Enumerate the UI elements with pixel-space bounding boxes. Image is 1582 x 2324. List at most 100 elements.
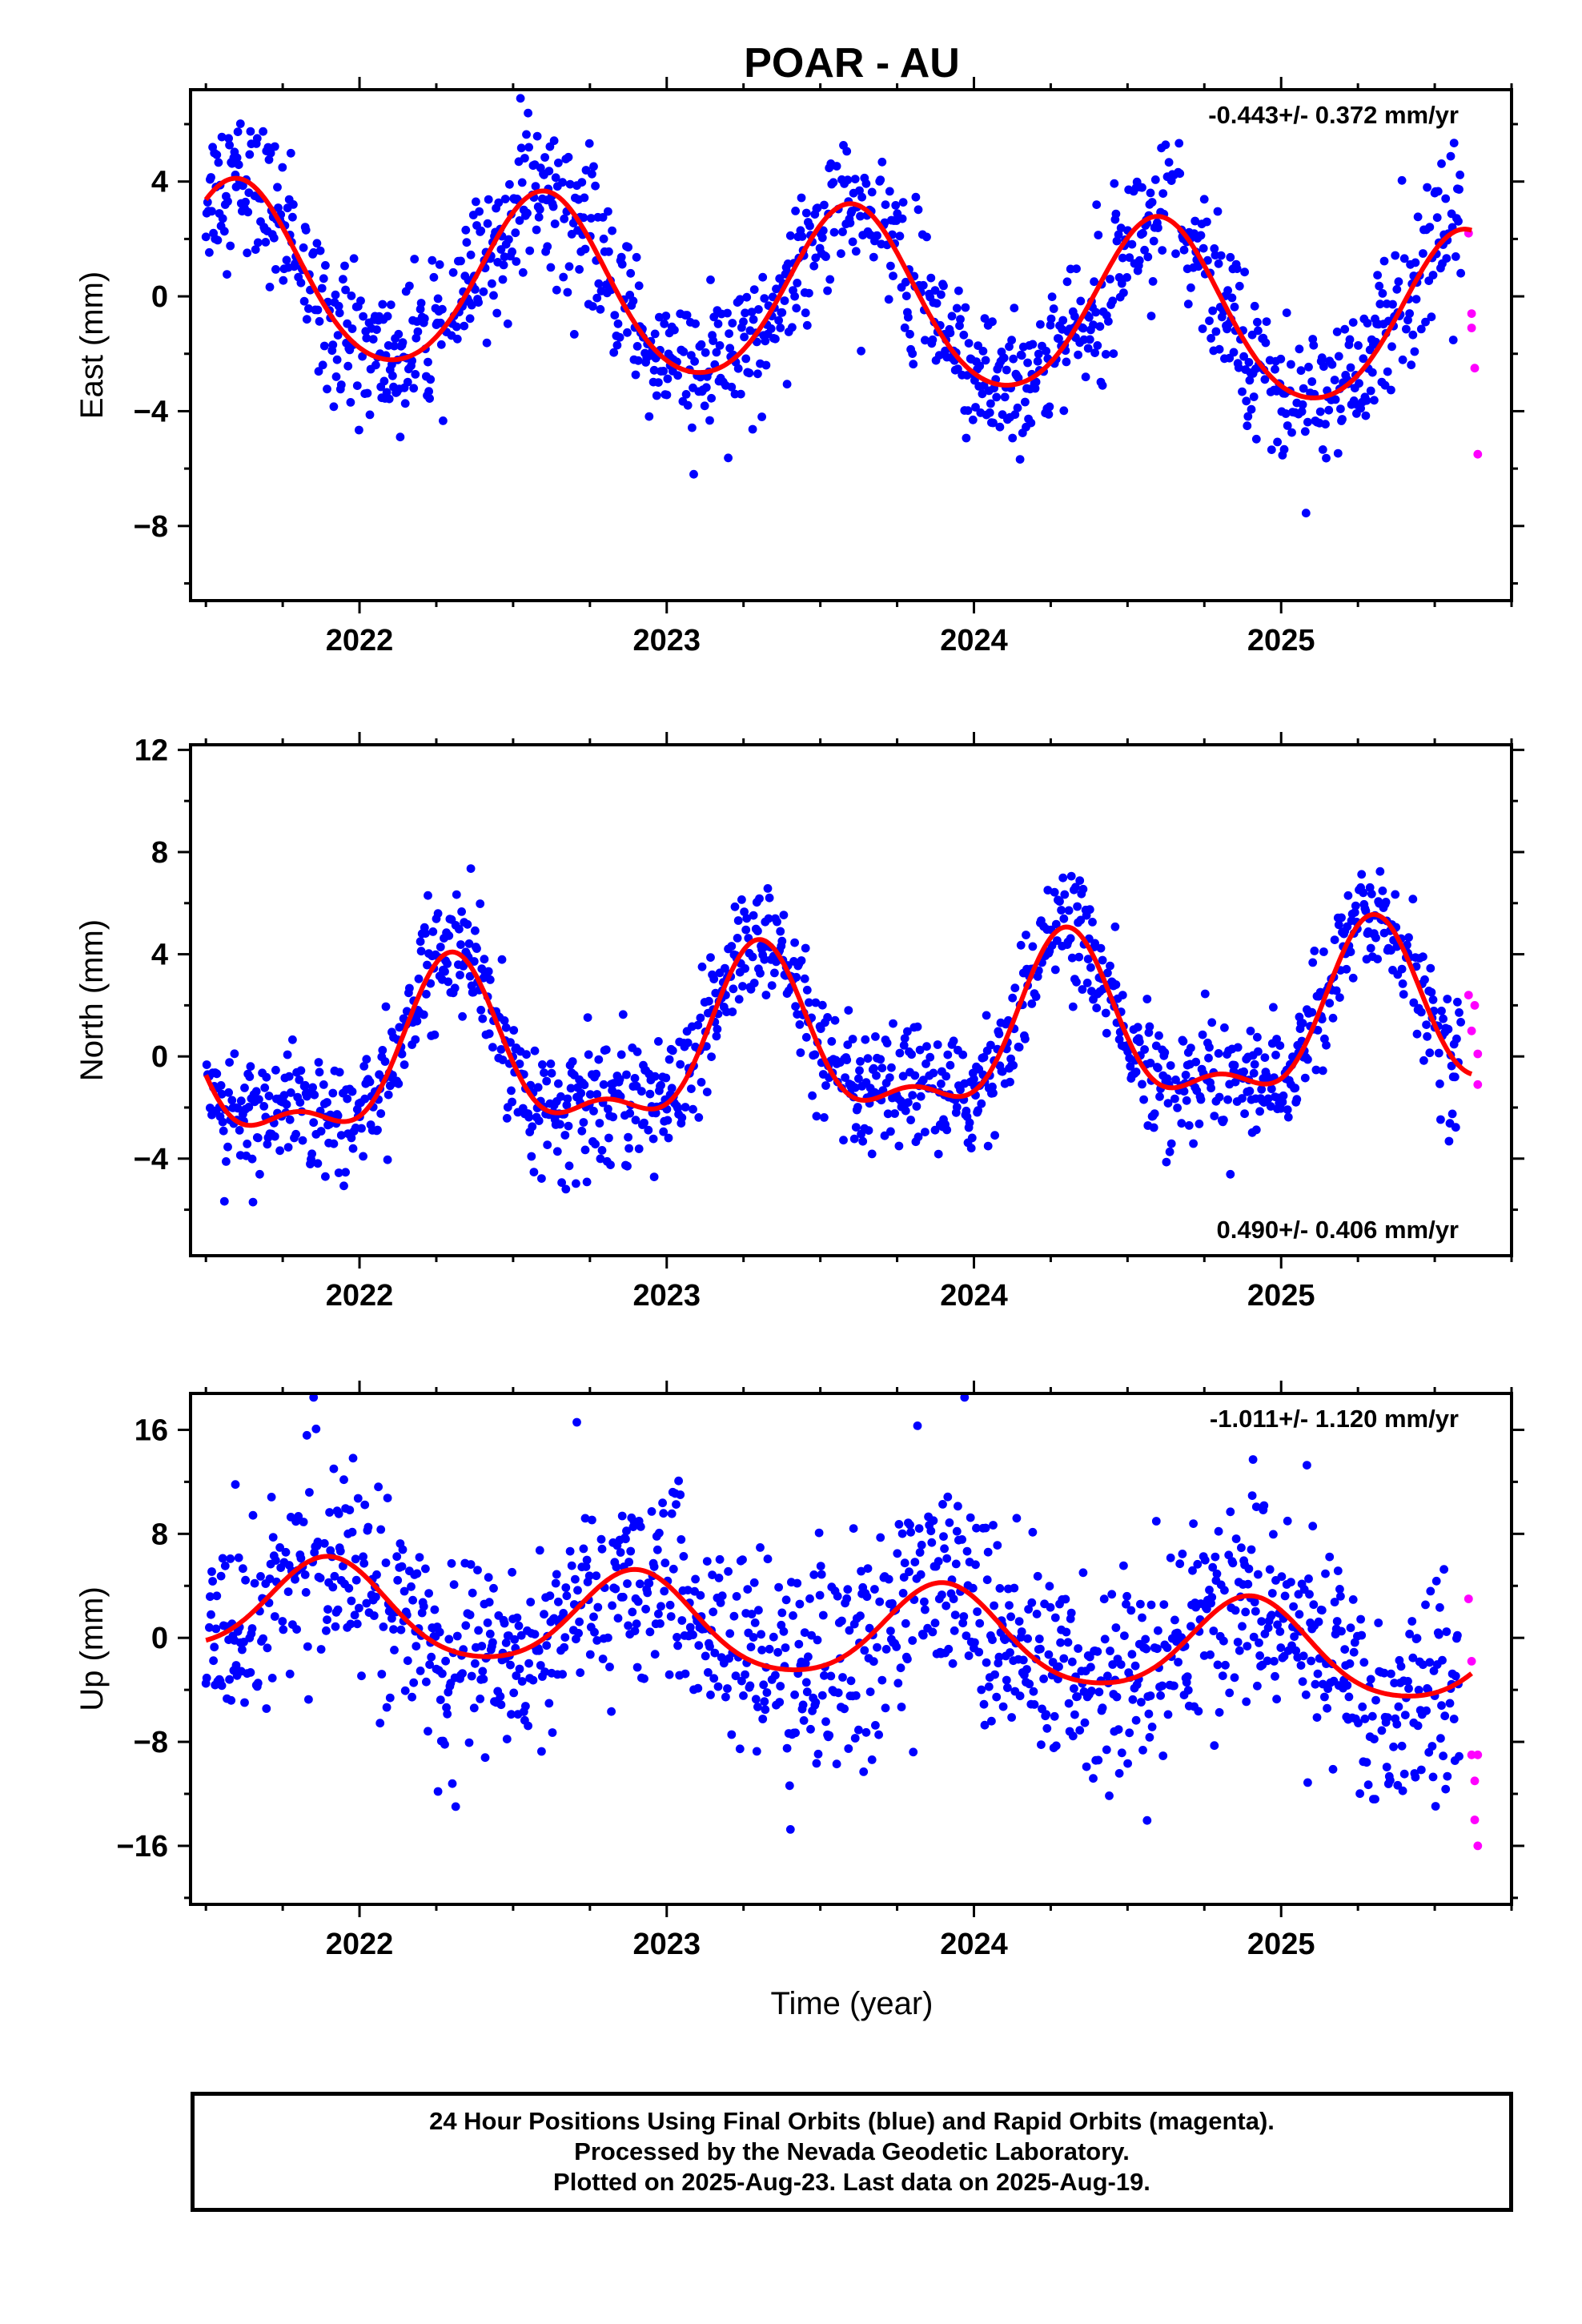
- final-orbit-point: [732, 1592, 741, 1601]
- final-orbit-point: [886, 261, 895, 271]
- final-orbit-point: [916, 1570, 926, 1579]
- final-orbit-point: [1307, 1007, 1317, 1017]
- final-orbit-point: [478, 1014, 488, 1023]
- final-orbit-point: [1083, 344, 1093, 353]
- final-orbit-point: [562, 1100, 572, 1110]
- final-orbit-point: [959, 1612, 969, 1621]
- final-orbit-point: [1062, 1627, 1071, 1637]
- final-orbit-point: [1106, 961, 1114, 971]
- final-orbit-point: [616, 1050, 626, 1059]
- final-orbit-point: [583, 1013, 592, 1022]
- final-orbit-point: [644, 412, 654, 421]
- final-orbit-point: [282, 1100, 291, 1109]
- final-orbit-point: [1422, 1020, 1431, 1029]
- final-orbit-point: [809, 1570, 819, 1579]
- final-orbit-point: [1207, 1084, 1215, 1093]
- final-orbit-point: [332, 355, 342, 364]
- final-orbit-point: [1361, 411, 1371, 420]
- final-orbit-point: [514, 1621, 524, 1630]
- final-orbit-point: [723, 308, 732, 318]
- final-orbit-point: [1328, 1764, 1338, 1774]
- final-orbit-point: [814, 1528, 824, 1538]
- final-orbit-point: [1333, 1566, 1343, 1575]
- final-orbit-point: [372, 325, 381, 334]
- final-orbit-point: [1066, 1608, 1076, 1618]
- final-orbit-point: [1242, 396, 1251, 406]
- final-orbit-point: [465, 971, 475, 981]
- final-orbit-point: [754, 1606, 763, 1615]
- final-orbit-point: [497, 955, 507, 964]
- final-orbit-point: [885, 1073, 894, 1082]
- final-orbit-point: [1315, 407, 1325, 416]
- final-orbit-point: [1439, 1751, 1447, 1761]
- final-orbit-point: [540, 1068, 548, 1077]
- final-orbit-point: [1205, 1586, 1214, 1594]
- final-orbit-point: [1112, 1692, 1122, 1702]
- final-orbit-point: [1109, 349, 1118, 358]
- final-orbit-point: [713, 1682, 723, 1691]
- final-orbit-point: [1419, 249, 1427, 258]
- final-orbit-point: [452, 890, 461, 899]
- final-orbit-point: [316, 1127, 326, 1136]
- final-orbit-point: [532, 225, 541, 235]
- final-orbit-point: [1453, 997, 1462, 1007]
- final-orbit-point: [870, 1585, 879, 1594]
- final-orbit-point: [442, 1703, 451, 1712]
- final-orbit-point: [1378, 289, 1387, 298]
- final-orbit-point: [452, 322, 461, 332]
- final-orbit-point: [757, 1630, 765, 1639]
- final-orbit-point: [595, 1119, 604, 1128]
- final-orbit-point: [217, 1681, 227, 1691]
- final-orbit-point: [540, 1610, 548, 1619]
- final-orbit-point: [1358, 1702, 1367, 1711]
- final-orbit-point: [851, 1123, 861, 1132]
- final-orbit-point: [515, 216, 524, 225]
- final-orbit-point: [782, 1743, 792, 1753]
- final-orbit-point: [464, 939, 474, 948]
- final-orbit-point: [984, 1682, 994, 1691]
- x-tick-label: 2023: [632, 1279, 701, 1313]
- final-orbit-point: [1281, 409, 1291, 418]
- final-orbit-point: [1269, 1530, 1278, 1539]
- final-orbit-point: [502, 1735, 512, 1744]
- final-orbit-point: [235, 119, 245, 128]
- final-orbit-point: [315, 316, 324, 326]
- final-orbit-point: [546, 1059, 556, 1068]
- final-orbit-point: [626, 268, 636, 278]
- final-orbit-point: [360, 1500, 370, 1510]
- final-orbit-point: [962, 433, 971, 443]
- final-orbit-point: [270, 1612, 279, 1621]
- final-orbit-point: [1298, 1677, 1307, 1687]
- final-orbit-point: [770, 968, 779, 978]
- final-orbit-point: [816, 1024, 825, 1033]
- final-orbit-point: [785, 1781, 794, 1791]
- final-orbit-point: [1208, 306, 1218, 316]
- final-orbit-point: [599, 234, 608, 243]
- final-orbit-point: [1126, 1606, 1136, 1615]
- final-orbit-point: [966, 1513, 975, 1522]
- final-orbit-point: [1263, 1656, 1272, 1666]
- final-orbit-point: [901, 1106, 910, 1116]
- final-orbit-point: [318, 360, 327, 370]
- final-orbit-point: [610, 311, 620, 320]
- final-orbit-point: [1117, 1748, 1126, 1758]
- final-orbit-point: [1311, 1065, 1321, 1075]
- final-orbit-point: [346, 398, 355, 407]
- final-orbit-point: [1451, 252, 1460, 261]
- final-orbit-point: [355, 1603, 363, 1613]
- final-orbit-point: [779, 1626, 789, 1636]
- final-orbit-point: [234, 160, 243, 170]
- final-orbit-point: [701, 348, 710, 357]
- final-orbit-point: [1066, 871, 1076, 881]
- final-orbit-point: [615, 332, 624, 342]
- final-orbit-point: [488, 279, 496, 288]
- final-orbit-point: [479, 287, 488, 296]
- final-orbit-point: [908, 1636, 917, 1645]
- final-orbit-point: [438, 304, 447, 314]
- final-orbit-point: [1277, 1572, 1287, 1582]
- final-orbit-point: [1419, 952, 1427, 962]
- final-orbit-point: [1104, 316, 1113, 326]
- final-orbit-point: [825, 1731, 834, 1740]
- final-orbit-point: [1039, 1675, 1048, 1683]
